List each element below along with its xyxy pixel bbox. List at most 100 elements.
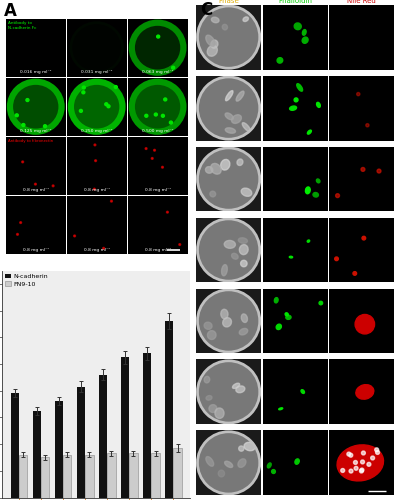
- Ellipse shape: [206, 396, 212, 400]
- Circle shape: [335, 257, 338, 260]
- Circle shape: [353, 272, 356, 276]
- Ellipse shape: [294, 23, 301, 30]
- Circle shape: [198, 78, 259, 138]
- Title: Nile Red: Nile Red: [347, 0, 376, 4]
- Bar: [63, 455, 71, 500]
- Bar: [99, 375, 107, 500]
- Ellipse shape: [279, 408, 283, 410]
- Ellipse shape: [206, 456, 214, 466]
- Bar: [165, 322, 173, 500]
- Ellipse shape: [221, 264, 227, 276]
- Ellipse shape: [237, 159, 243, 166]
- Ellipse shape: [225, 128, 236, 133]
- Ellipse shape: [239, 328, 248, 335]
- Ellipse shape: [242, 122, 250, 132]
- Circle shape: [357, 92, 360, 96]
- Ellipse shape: [209, 404, 217, 412]
- Ellipse shape: [276, 324, 282, 330]
- Circle shape: [354, 460, 358, 464]
- Bar: [143, 354, 151, 500]
- Bar: [121, 358, 129, 500]
- Y-axis label: 0.016 mg ml⁻¹: 0.016 mg ml⁻¹: [193, 92, 197, 124]
- Ellipse shape: [206, 166, 213, 173]
- Ellipse shape: [316, 102, 320, 108]
- Ellipse shape: [239, 244, 248, 254]
- Circle shape: [198, 148, 259, 210]
- Ellipse shape: [305, 187, 310, 194]
- Ellipse shape: [307, 240, 310, 242]
- Bar: [85, 455, 93, 500]
- Ellipse shape: [221, 160, 230, 170]
- Circle shape: [360, 468, 364, 472]
- Ellipse shape: [238, 238, 248, 244]
- Ellipse shape: [267, 463, 271, 468]
- Ellipse shape: [243, 17, 248, 21]
- Circle shape: [371, 456, 375, 460]
- Ellipse shape: [221, 309, 228, 319]
- Ellipse shape: [239, 446, 244, 451]
- Ellipse shape: [204, 322, 212, 330]
- Ellipse shape: [313, 192, 318, 197]
- Y-axis label: 0.250 mg ml⁻¹: 0.250 mg ml⁻¹: [193, 376, 197, 408]
- Ellipse shape: [208, 330, 216, 340]
- Y-axis label: 0.063 mg ml⁻¹: 0.063 mg ml⁻¹: [193, 234, 197, 266]
- Ellipse shape: [222, 24, 227, 30]
- Circle shape: [362, 451, 366, 455]
- Ellipse shape: [225, 90, 233, 101]
- Ellipse shape: [225, 113, 233, 119]
- Ellipse shape: [218, 470, 225, 477]
- Y-axis label: 0.125 mg ml⁻¹: 0.125 mg ml⁻¹: [193, 305, 197, 337]
- Ellipse shape: [241, 314, 248, 322]
- Title: Phalloidin: Phalloidin: [278, 0, 312, 4]
- Ellipse shape: [211, 17, 219, 22]
- Circle shape: [366, 124, 369, 127]
- Ellipse shape: [356, 384, 374, 399]
- Ellipse shape: [232, 254, 238, 259]
- Ellipse shape: [211, 164, 221, 174]
- Bar: [107, 454, 116, 500]
- Ellipse shape: [295, 459, 299, 464]
- Ellipse shape: [241, 188, 252, 196]
- Circle shape: [362, 236, 366, 240]
- Circle shape: [361, 168, 365, 172]
- Ellipse shape: [294, 98, 298, 102]
- Circle shape: [377, 169, 381, 173]
- Text: A: A: [4, 2, 17, 21]
- Circle shape: [336, 194, 339, 198]
- Ellipse shape: [285, 313, 288, 316]
- Bar: [77, 387, 85, 500]
- Ellipse shape: [225, 461, 233, 468]
- Y-axis label: 0.031 mg ml⁻¹: 0.031 mg ml⁻¹: [193, 164, 197, 195]
- Circle shape: [198, 290, 259, 352]
- Ellipse shape: [274, 298, 278, 303]
- Ellipse shape: [223, 318, 232, 327]
- Circle shape: [367, 462, 371, 466]
- Ellipse shape: [316, 179, 320, 183]
- Circle shape: [347, 452, 351, 456]
- Ellipse shape: [319, 302, 323, 305]
- Ellipse shape: [215, 408, 224, 418]
- Circle shape: [349, 454, 353, 457]
- Ellipse shape: [286, 316, 291, 320]
- Ellipse shape: [238, 459, 246, 468]
- Y-axis label: 0 mg ml⁻¹: 0 mg ml⁻¹: [193, 26, 197, 48]
- Bar: [55, 402, 63, 500]
- Circle shape: [198, 220, 259, 280]
- Ellipse shape: [236, 386, 245, 392]
- Ellipse shape: [232, 114, 242, 124]
- Bar: [19, 455, 27, 500]
- Ellipse shape: [204, 376, 210, 383]
- Ellipse shape: [277, 58, 283, 63]
- Circle shape: [354, 466, 358, 470]
- Ellipse shape: [302, 37, 308, 44]
- Title: Phase: Phase: [218, 0, 239, 4]
- Circle shape: [375, 448, 379, 452]
- Ellipse shape: [236, 91, 244, 101]
- Ellipse shape: [337, 445, 383, 481]
- Bar: [129, 454, 138, 500]
- Circle shape: [375, 450, 379, 454]
- Y-axis label: 0.500 mg ml⁻¹: 0.500 mg ml⁻¹: [193, 447, 197, 478]
- Circle shape: [341, 468, 345, 472]
- Ellipse shape: [244, 442, 255, 450]
- Circle shape: [360, 469, 364, 473]
